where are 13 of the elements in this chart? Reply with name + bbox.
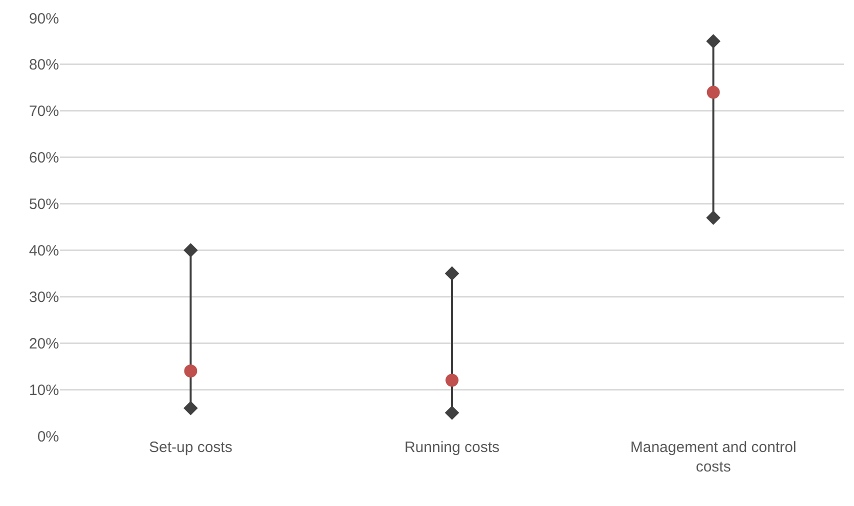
y-tick-label: 40% [28, 242, 59, 260]
y-tick-label: 70% [28, 103, 59, 120]
y-tick-label: 0% [37, 428, 59, 446]
y-tick-label: 10% [28, 382, 59, 399]
y-tick-label: 90% [28, 10, 59, 28]
y-tick-label: 60% [28, 150, 59, 167]
y-tick-label: 20% [28, 335, 59, 352]
y-tick-label: 50% [28, 196, 59, 214]
x-tick-label: Running costs [404, 439, 500, 456]
x-tick-label: Management and control costs [630, 439, 796, 476]
x-tick-label: Set-up costs [148, 439, 232, 456]
y-tick-label: 30% [28, 288, 59, 306]
y-tick-label: 80% [28, 56, 59, 74]
